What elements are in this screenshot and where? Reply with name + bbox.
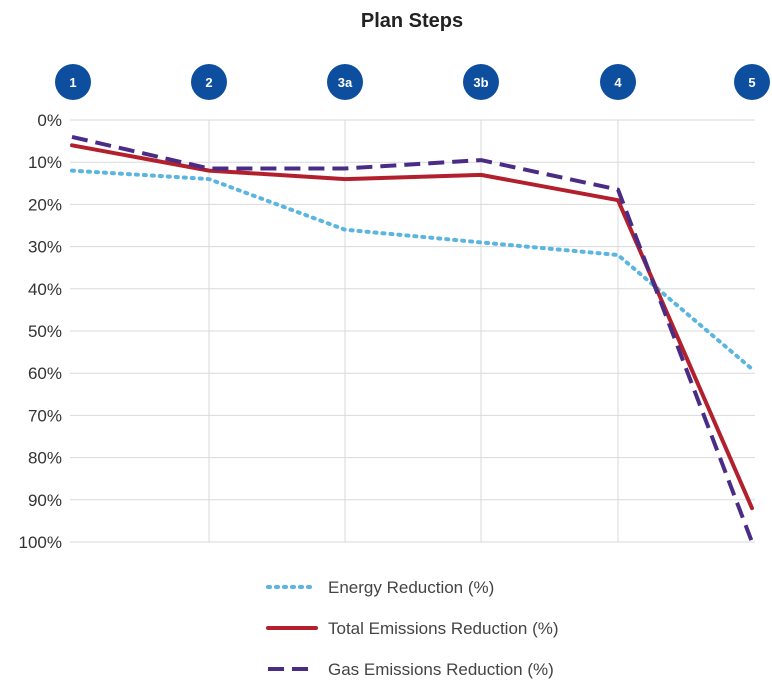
y-tick-label: 30% (28, 238, 62, 257)
step-badge: 4 (600, 64, 636, 100)
y-axis-ticks: 0% 10% 20% 30% 40% 50% 60% 70% 80% 90% 100% (19, 111, 62, 552)
step-badge-label: 4 (614, 75, 622, 90)
y-tick-label: 0% (37, 111, 62, 130)
legend-label: Energy Reduction (%) (328, 578, 494, 597)
series-line (70, 143, 754, 511)
step-badge: 3a (327, 64, 363, 100)
plan-step-badges: 1 2 3a 3b 4 5 (55, 64, 770, 100)
step-badge-label: 5 (748, 75, 755, 90)
legend-label: Gas Emissions Reduction (%) (328, 660, 554, 679)
step-badge-label: 3b (473, 75, 488, 90)
step-badge: 3b (463, 64, 499, 100)
step-badge-circle (327, 64, 363, 100)
legend-item: Gas Emissions Reduction (%) (268, 660, 554, 679)
step-badge: 5 (734, 64, 770, 100)
series-line (71, 134, 754, 543)
legend-label: Total Emissions Reduction (%) (328, 619, 559, 638)
y-tick-label: 50% (28, 322, 62, 341)
step-badge-circle (55, 64, 91, 100)
y-tick-label: 100% (19, 533, 62, 552)
step-badge-label: 2 (205, 75, 212, 90)
step-badge-circle (734, 64, 770, 100)
chart-title: Plan Steps (361, 10, 463, 32)
step-badge-label: 1 (69, 75, 76, 90)
y-tick-label: 10% (28, 153, 62, 172)
series-line (70, 168, 754, 371)
grid (70, 119, 755, 543)
y-tick-label: 40% (28, 280, 62, 299)
step-badge-circle (463, 64, 499, 100)
step-badge-circle (191, 64, 227, 100)
y-tick-label: 90% (28, 491, 62, 510)
step-badge-label: 3a (338, 75, 353, 90)
step-badge: 1 (55, 64, 91, 100)
y-tick-label: 70% (28, 406, 62, 425)
y-tick-label: 80% (28, 449, 62, 468)
step-badge: 2 (191, 64, 227, 100)
series-lines (70, 134, 754, 543)
y-tick-label: 20% (28, 195, 62, 214)
legend: Energy Reduction (%) Total Emissions Redu… (266, 578, 559, 679)
y-tick-label: 60% (28, 364, 62, 383)
legend-item: Total Emissions Reduction (%) (266, 619, 559, 638)
step-badge-circle (600, 64, 636, 100)
legend-item: Energy Reduction (%) (266, 578, 494, 597)
